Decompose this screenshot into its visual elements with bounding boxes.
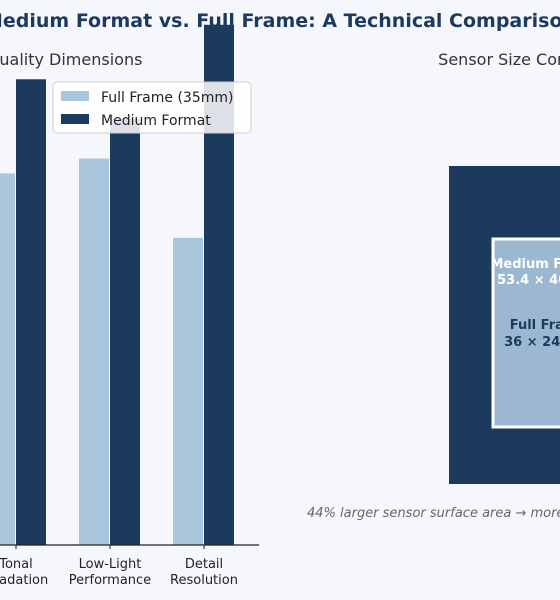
bar-medium-format-low-light-performance [110,118,140,545]
legend-frame [52,81,252,134]
bar-medium-format-tonal-gradation [16,79,46,545]
x-tick-label-detail-resolution-2: Resolution [170,573,238,588]
sensor-diagram: Sensor Size Comparison Medium Format 53.… [307,50,560,521]
bar-full-frame-35mm-detail-resolution [173,237,203,545]
legend: Full Frame (35mm) Medium Format [52,81,252,134]
sensor-caption: 44% larger sensor surface area → more li… [307,506,560,521]
x-tick-label-low-light-performance-1: Low-Light [79,557,142,572]
figure-title: Medium Format vs. Full Frame: A Technica… [0,10,560,32]
x-tick-label-low-light-performance-2: Performance [69,573,151,588]
sensor-diagram-title: Sensor Size Comparison [438,50,560,69]
full-frame-name: Full Frame [510,318,560,333]
bar-full-frame-35mm-low-light-performance [79,158,109,545]
full-frame-size: 36 × 24 mm [504,335,560,350]
legend-label-full-frame: Full Frame (35mm) [101,90,233,106]
x-tick-label-tonal-gradation-2: Gradation [0,573,48,588]
legend-swatch-medium-format [61,114,89,124]
quality-chart: Image Quality Dimensions TonalGradation L… [0,24,259,588]
full-frame-sensor [491,237,560,429]
medium-format-size: 53.4 × 40 mm [497,273,560,288]
x-tick-label-detail-resolution-1: Detail [185,557,223,572]
x-tick-label-tonal-gradation-1: Tonal [0,557,33,572]
quality-chart-title: Image Quality Dimensions [0,50,142,69]
legend-label-medium-format: Medium Format [101,113,211,129]
bar-full-frame-35mm-tonal-gradation [0,173,15,545]
legend-swatch-full-frame [61,91,89,101]
medium-format-name: Medium Format [490,257,560,272]
